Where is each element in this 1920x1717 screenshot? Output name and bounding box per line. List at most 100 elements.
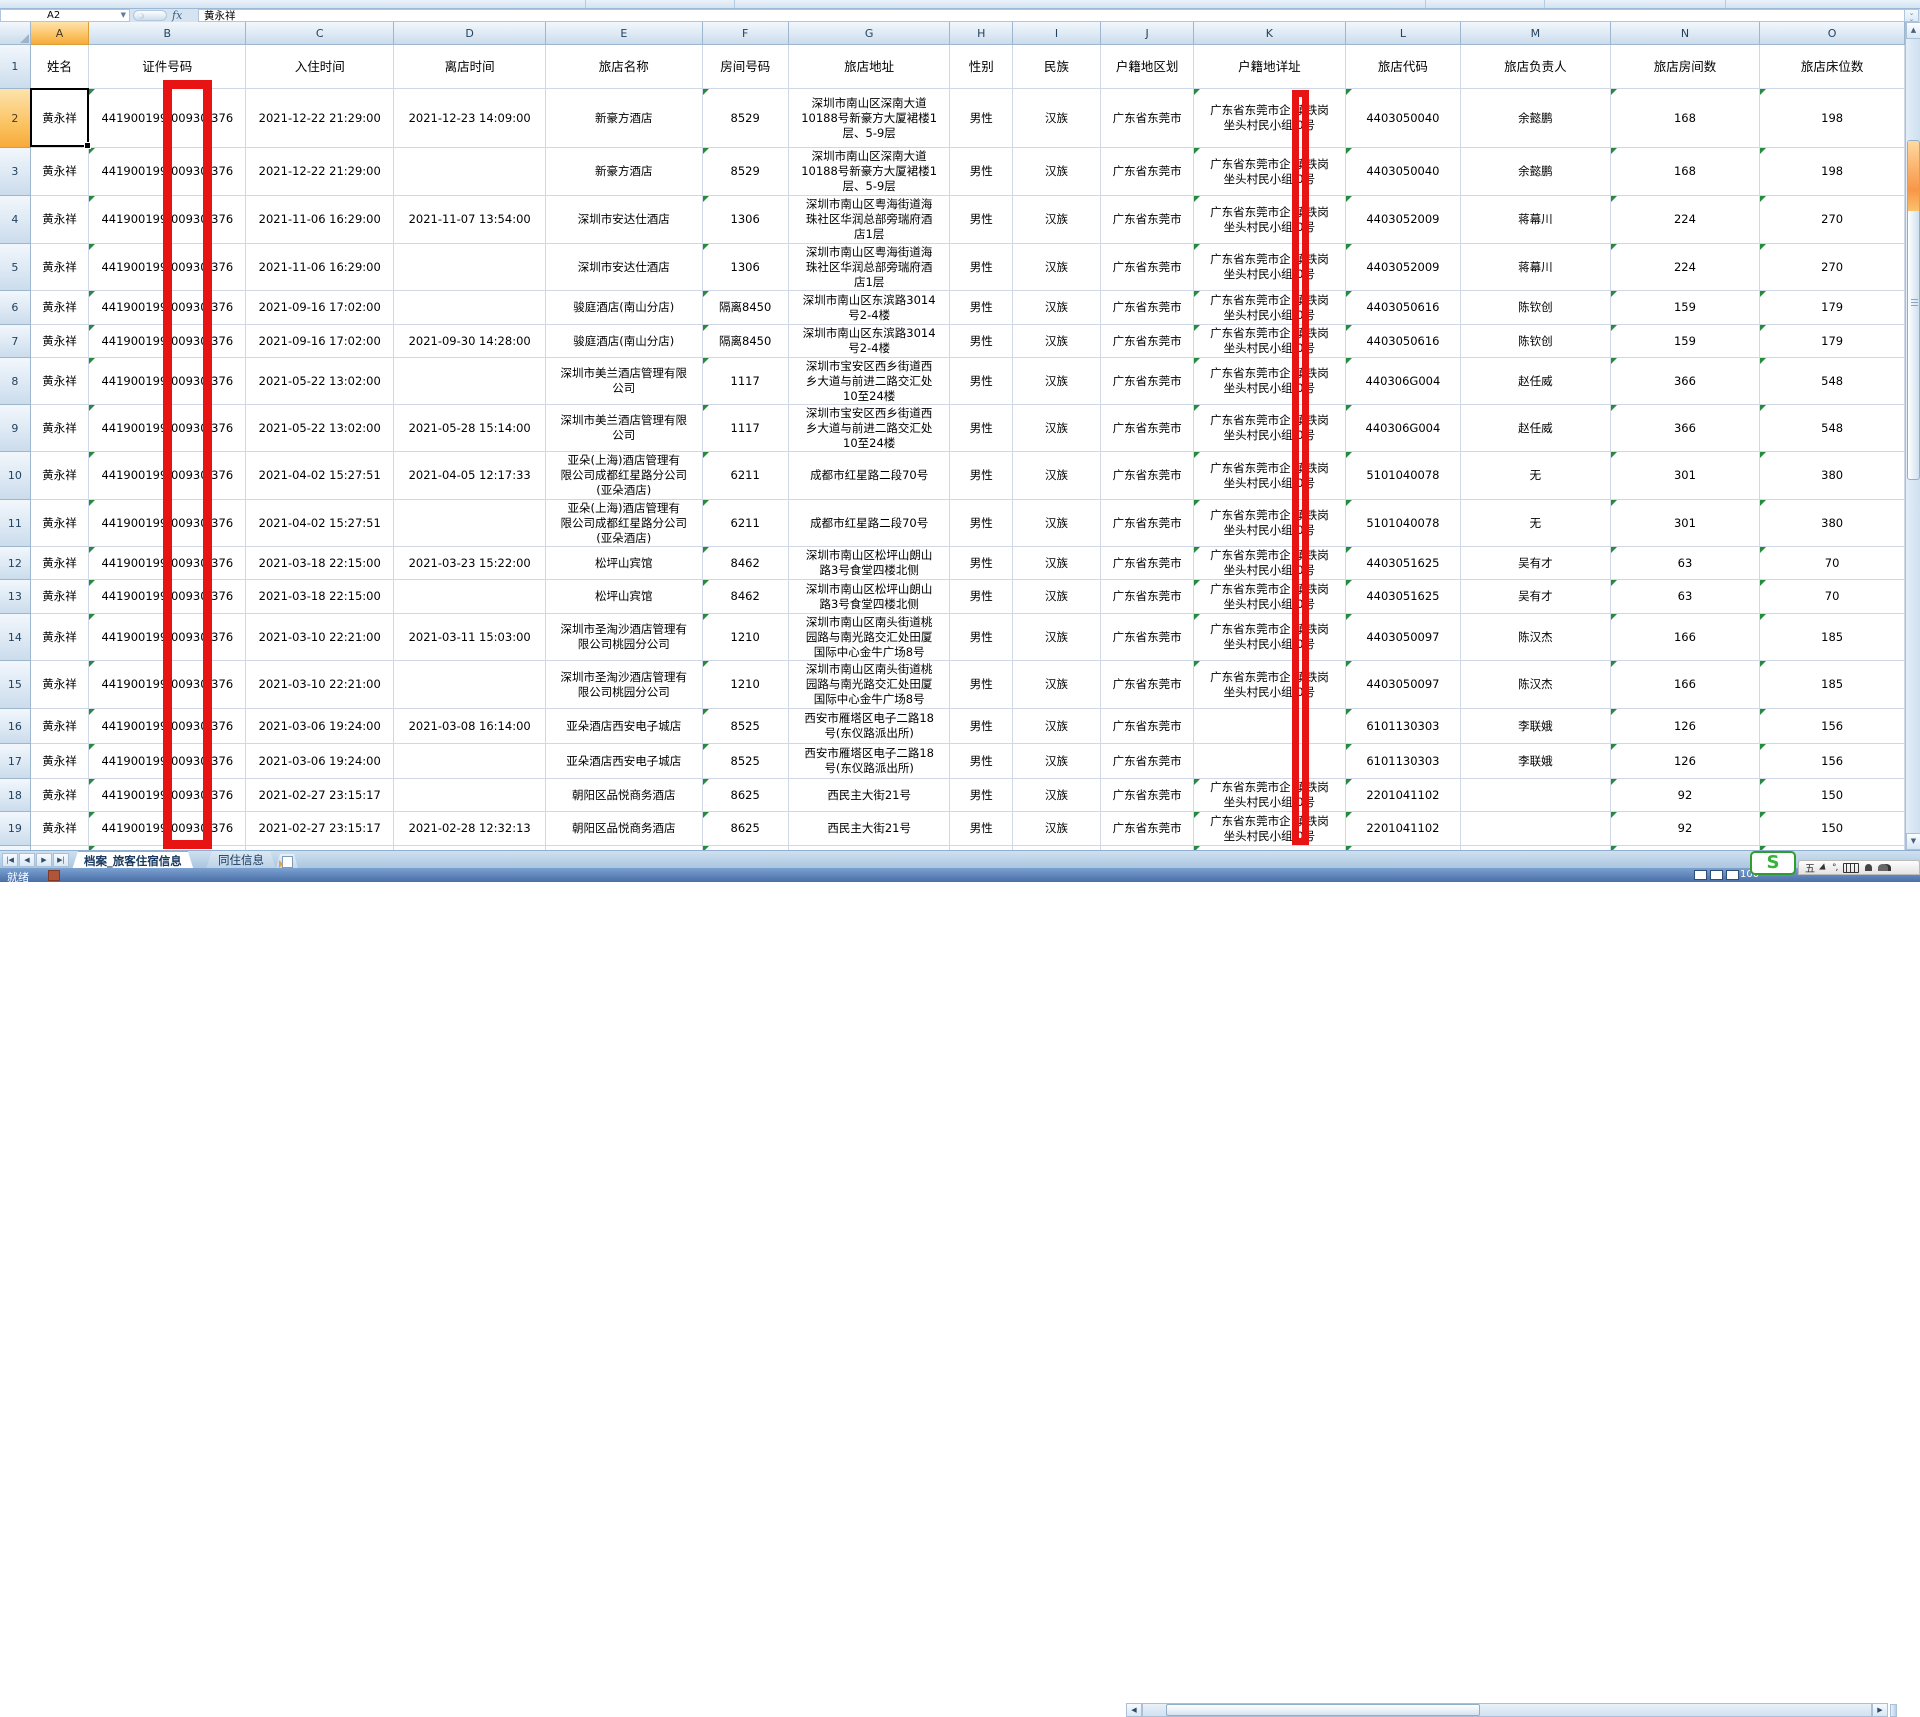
cell-H4[interactable]: 男性 <box>950 196 1013 244</box>
cell-I18[interactable]: 汉族 <box>1012 779 1102 812</box>
col-header-J[interactable]: J <box>1101 22 1195 45</box>
cell-J11[interactable]: 广东省东莞市 <box>1101 500 1195 547</box>
cell-O5[interactable]: 270 <box>1760 244 1905 291</box>
cell-O3[interactable]: 198 <box>1760 148 1905 196</box>
cell-F17[interactable]: 8525 <box>702 744 789 779</box>
col-header-M[interactable]: M <box>1461 22 1611 45</box>
cell-L14[interactable]: 4403050097 <box>1345 614 1462 661</box>
cell-K4[interactable]: 广东省东莞市企 镇铁岗 坐头村民小组 0号 <box>1194 196 1346 244</box>
cell-E6[interactable]: 骏庭酒店(南山分店) <box>546 291 703 325</box>
cell-J12[interactable]: 广东省东莞市 <box>1101 547 1195 580</box>
soft-keyboard-icon[interactable] <box>1843 862 1860 873</box>
cell-E16[interactable]: 亚朵酒店西安电子城店 <box>546 709 703 744</box>
cell-F6[interactable]: 隔离8450 <box>702 291 789 325</box>
row-header-19[interactable]: 19 <box>0 812 31 846</box>
col-header-B[interactable]: B <box>89 22 247 45</box>
cell-E7[interactable]: 骏庭酒店(南山分店) <box>546 325 703 358</box>
next-sheet-icon[interactable]: ▶ <box>36 853 52 867</box>
cell-K15[interactable]: 广东省东莞市企 镇铁岗 坐头村民小组 0号 <box>1194 661 1346 709</box>
cell-A6[interactable]: 黄永祥 <box>30 291 90 325</box>
cell-H8[interactable]: 男性 <box>950 358 1013 405</box>
cell-H16[interactable]: 男性 <box>950 709 1013 744</box>
cell-O20[interactable]: 130 <box>1760 846 1905 850</box>
cell-J8[interactable]: 广东省东莞市 <box>1101 358 1195 405</box>
cell-N11[interactable]: 301 <box>1610 500 1761 547</box>
cell-H11[interactable]: 男性 <box>950 500 1013 547</box>
cell-M16[interactable]: 李联娥 <box>1461 709 1611 744</box>
cell-H1[interactable]: 性别 <box>950 45 1013 89</box>
cell-M10[interactable]: 无 <box>1461 452 1611 500</box>
cell-D1[interactable]: 离店时间 <box>394 45 547 89</box>
cell-F11[interactable]: 6211 <box>702 500 789 547</box>
cell-G5[interactable]: 深圳市南山区粤海街道海 珠社区华润总部旁瑞府酒 店1层 <box>788 244 951 291</box>
col-header-E[interactable]: E <box>546 22 703 45</box>
cell-D5[interactable] <box>394 244 547 291</box>
scroll-right-icon[interactable]: ▶ <box>1872 1703 1888 1717</box>
cell-F19[interactable]: 8625 <box>702 812 789 846</box>
cell-K13[interactable]: 广东省东莞市企 镇铁岗 坐头村民小组 0号 <box>1194 580 1346 614</box>
cell-C14[interactable]: 2021-03-10 22:21:00 <box>246 614 395 661</box>
cell-L15[interactable]: 4403050097 <box>1345 661 1462 709</box>
col-header-N[interactable]: N <box>1610 22 1761 45</box>
cell-H19[interactable]: 男性 <box>950 812 1013 846</box>
cell-M4[interactable]: 蒋幕川 <box>1461 196 1611 244</box>
cell-E9[interactable]: 深圳市美兰酒店管理有限 公司 <box>546 405 703 452</box>
cell-B7[interactable]: 441900199 00930 376 <box>89 325 247 358</box>
cell-O2[interactable]: 198 <box>1760 89 1905 148</box>
cell-A3[interactable]: 黄永祥 <box>30 148 90 196</box>
formula-input[interactable]: 黄永祥 <box>198 9 1904 22</box>
cell-M13[interactable]: 吴有才 <box>1461 580 1611 614</box>
cell-N7[interactable]: 159 <box>1610 325 1761 358</box>
cell-L13[interactable]: 4403051625 <box>1345 580 1462 614</box>
col-header-D[interactable]: D <box>394 22 547 45</box>
cell-G10[interactable]: 成都市红星路二段70号 <box>788 452 951 500</box>
cell-B19[interactable]: 441900199 00930 376 <box>89 812 247 846</box>
col-header-F[interactable]: F <box>702 22 789 45</box>
cell-F13[interactable]: 8462 <box>702 580 789 614</box>
cell-J15[interactable]: 广东省东莞市 <box>1101 661 1195 709</box>
cell-I1[interactable]: 民族 <box>1012 45 1102 89</box>
cell-E20[interactable]: 维也纳(智好) <box>546 846 703 850</box>
cell-E17[interactable]: 亚朵酒店西安电子城店 <box>546 744 703 779</box>
cell-G9[interactable]: 深圳市宝安区西乡街道西 乡大道与前进二路交汇处 10至24楼 <box>788 405 951 452</box>
cell-I6[interactable]: 汉族 <box>1012 291 1102 325</box>
cell-B2[interactable]: 441900199 00930 376 <box>89 89 247 148</box>
cell-O11[interactable]: 380 <box>1760 500 1905 547</box>
cell-K5[interactable]: 广东省东莞市企 镇铁岗 坐头村民小组 0号 <box>1194 244 1346 291</box>
row-header-12[interactable]: 12 <box>0 547 31 580</box>
row-header-6[interactable]: 6 <box>0 291 31 325</box>
row-header-11[interactable]: 11 <box>0 500 31 547</box>
cell-H18[interactable]: 男性 <box>950 779 1013 812</box>
cell-I13[interactable]: 汉族 <box>1012 580 1102 614</box>
cell-E8[interactable]: 深圳市美兰酒店管理有限 公司 <box>546 358 703 405</box>
cell-D15[interactable] <box>394 661 547 709</box>
row-header-8[interactable]: 8 <box>0 358 31 405</box>
cell-F10[interactable]: 6211 <box>702 452 789 500</box>
cell-F9[interactable]: 1117 <box>702 405 789 452</box>
col-header-G[interactable]: G <box>788 22 951 45</box>
row-header-16[interactable]: 16 <box>0 709 31 744</box>
col-header-C[interactable]: C <box>246 22 395 45</box>
cell-K1[interactable]: 户籍地详址 <box>1194 45 1346 89</box>
cell-C19[interactable]: 2021-02-27 23:15:17 <box>246 812 395 846</box>
cell-D17[interactable] <box>394 744 547 779</box>
cell-N19[interactable]: 92 <box>1610 812 1761 846</box>
page-layout-view-icon[interactable] <box>1710 870 1723 880</box>
cell-C5[interactable]: 2021-11-06 16:29:00 <box>246 244 395 291</box>
cell-I4[interactable]: 汉族 <box>1012 196 1102 244</box>
cell-F12[interactable]: 8462 <box>702 547 789 580</box>
cell-J16[interactable]: 广东省东莞市 <box>1101 709 1195 744</box>
cell-L9[interactable]: 440306G004 <box>1345 405 1462 452</box>
cell-D6[interactable] <box>394 291 547 325</box>
cell-B17[interactable]: 441900199 00930 376 <box>89 744 247 779</box>
cell-C2[interactable]: 2021-12-22 21:29:00 <box>246 89 395 148</box>
cell-G16[interactable]: 西安市雁塔区电子二路18 号(东仪路派出所) <box>788 709 951 744</box>
cell-B14[interactable]: 441900199 00930 376 <box>89 614 247 661</box>
cell-I9[interactable]: 汉族 <box>1012 405 1102 452</box>
cell-D7[interactable]: 2021-09-30 14:28:00 <box>394 325 547 358</box>
cell-G14[interactable]: 深圳市南山区南头街道桃 园路与南光路交汇处田厦 国际中心金牛广场8号 <box>788 614 951 661</box>
cell-L1[interactable]: 旅店代码 <box>1345 45 1462 89</box>
cell-N4[interactable]: 224 <box>1610 196 1761 244</box>
cell-G17[interactable]: 西安市雁塔区电子二路18 号(东仪路派出所) <box>788 744 951 779</box>
cell-H9[interactable]: 男性 <box>950 405 1013 452</box>
